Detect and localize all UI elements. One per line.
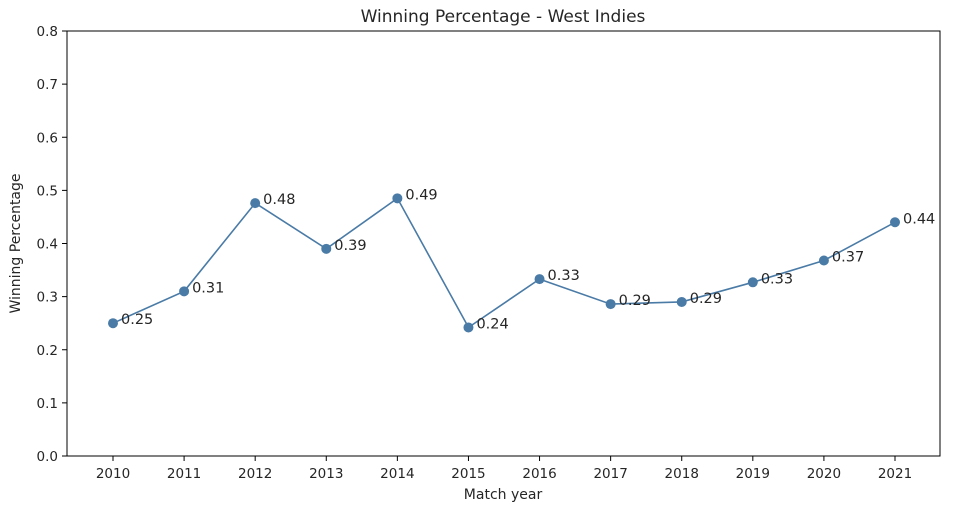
x-axis-label: Match year [464, 487, 543, 503]
data-label: 0.44 [903, 211, 935, 227]
x-tick-label: 2014 [380, 466, 414, 482]
data-label: 0.33 [761, 271, 793, 287]
data-point [534, 274, 545, 285]
data-label: 0.33 [548, 268, 580, 284]
y-tick-label: 0.8 [37, 24, 58, 40]
data-label: 0.49 [405, 187, 437, 203]
data-point [890, 217, 900, 228]
y-tick-label: 0.1 [37, 396, 58, 412]
x-tick-label: 2020 [807, 466, 841, 482]
x-tick-label: 2017 [593, 466, 627, 482]
x-tick-label: 2010 [96, 466, 130, 482]
data-point [392, 193, 403, 204]
y-tick-label: 0.2 [37, 343, 58, 359]
data-label: 0.24 [476, 316, 508, 332]
data-point [463, 322, 474, 333]
x-tick-label: 2012 [238, 466, 272, 482]
data-point [250, 198, 261, 209]
y-tick-label: 0.3 [37, 290, 58, 306]
y-axis: 0.0 0.1 0.2 0.3 0.4 0.5 0.6 0.7 0.8 [37, 24, 67, 465]
x-tick-label: 2011 [167, 466, 201, 482]
data-label: 0.29 [619, 293, 651, 309]
y-axis-label: Winning Percentage [8, 173, 24, 313]
x-tick-label: 2019 [736, 466, 770, 482]
y-tick-label: 0.4 [37, 237, 58, 253]
y-tick-label: 0.0 [37, 449, 58, 465]
x-tick-label: 2015 [451, 466, 485, 482]
x-axis: 2010 2011 2012 2013 2014 2015 2016 2017 2018 2019… [96, 456, 912, 482]
data-label: 0.29 [690, 291, 722, 307]
x-tick-label: 2018 [665, 466, 699, 482]
data-label: 0.25 [121, 312, 153, 328]
data-point [605, 299, 616, 310]
y-tick-label: 0.5 [37, 183, 58, 199]
data-label: 0.48 [263, 192, 295, 208]
data-label: 0.39 [334, 238, 366, 254]
data-point [108, 318, 118, 329]
data-point [747, 277, 758, 288]
data-label: 0.37 [832, 250, 864, 266]
data-point [676, 296, 687, 307]
series-group: 0.25 0.31 0.48 0.39 0.49 0.24 0.33 0.29 0.29 0.33… [108, 187, 935, 333]
data-label: 0.31 [192, 280, 224, 296]
data-point [818, 255, 829, 266]
x-tick-label: 2016 [522, 466, 556, 482]
y-tick-label: 0.6 [37, 130, 58, 146]
series-line [112, 197, 896, 329]
data-point [179, 286, 190, 297]
data-point [321, 243, 332, 254]
y-tick-label: 0.7 [37, 77, 58, 93]
chart-title: Winning Percentage - West Indies [361, 7, 646, 27]
x-tick-label: 2021 [878, 466, 912, 482]
x-tick-label: 2013 [309, 466, 343, 482]
plot-frame [66, 30, 941, 457]
